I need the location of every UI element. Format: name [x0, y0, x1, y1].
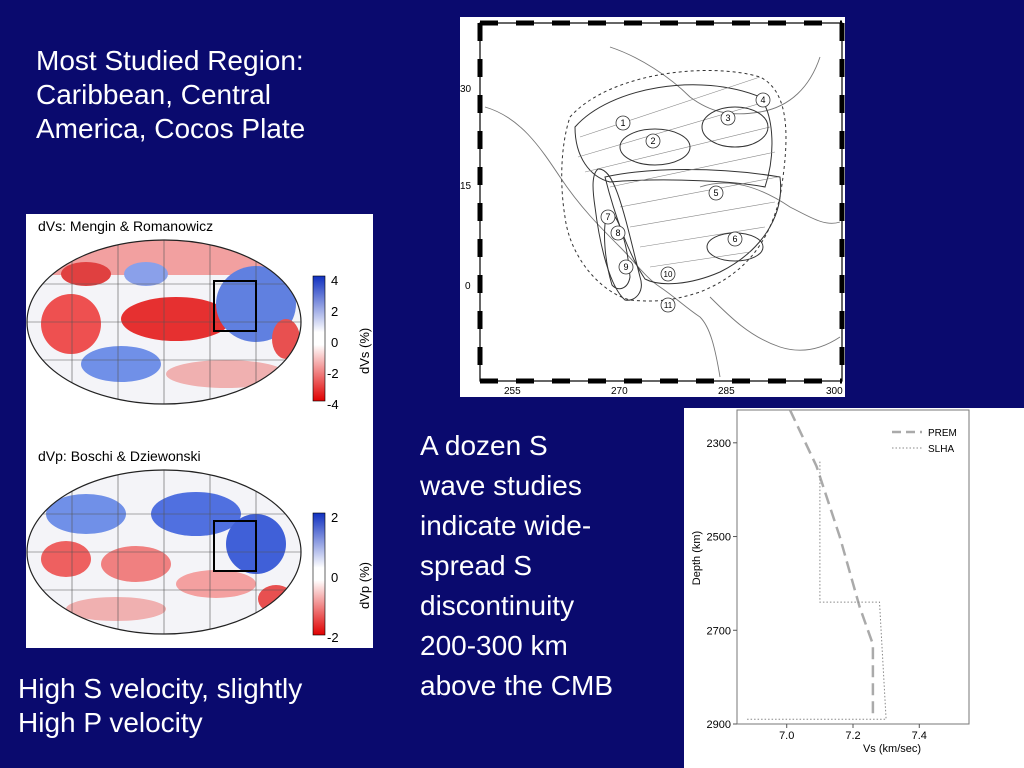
- colorbar-tick: 2: [331, 510, 338, 525]
- x-tick-label: 7.4: [912, 730, 927, 742]
- study-number: 7: [605, 212, 610, 222]
- y-tick-label: 2300: [707, 438, 731, 450]
- colorbar-tick: -2: [327, 630, 339, 645]
- colorbar-label: dVs (%): [357, 328, 372, 374]
- dvp-tomography-map: [26, 469, 302, 635]
- colorbar-tick: 4: [331, 273, 338, 288]
- study-number: 1: [620, 118, 625, 128]
- note-line: wave studies: [420, 470, 582, 501]
- colorbar-tick: -4: [327, 397, 339, 412]
- lon-label: 285: [718, 386, 735, 397]
- note-line: 200-300 km: [420, 630, 568, 661]
- study-number: 10: [664, 270, 673, 279]
- title-line: Caribbean, Central: [36, 79, 272, 110]
- series-line-prem: [788, 409, 875, 720]
- tomography-maps-panel: dVs: Mengin & Romanowicz 4 2 0: [26, 214, 373, 648]
- x-tick-label: 7.0: [779, 730, 794, 742]
- velocity-profile-chart: 2300 2500 2700 2900 7.0 7.2 7.4 Vs (km/sec) D…: [684, 408, 1024, 768]
- dvs-tomography-map: [26, 239, 302, 405]
- legend: PREM SLHA: [892, 428, 957, 455]
- study-number: 5: [713, 188, 718, 198]
- discontinuity-note: A dozen S wave studies indicate wide- sp…: [420, 426, 680, 706]
- note-line: A dozen S: [420, 430, 548, 461]
- study-number: 8: [615, 228, 620, 238]
- x-axis-label: Vs (km/sec): [863, 743, 921, 755]
- title-line: Most Studied Region:: [36, 45, 304, 76]
- lon-label: 300: [826, 386, 843, 397]
- study-region-box: [213, 520, 257, 572]
- dvp-colorbar: 2 0 -2 dVp (%): [312, 510, 372, 645]
- y-tick-label: 2900: [707, 719, 731, 731]
- colorbar-tick: 0: [331, 570, 338, 585]
- series-line-slha: [746, 461, 887, 720]
- lat-label: 30: [460, 84, 472, 95]
- colorbar-label: dVp (%): [357, 562, 372, 609]
- dvp-map-caption: dVp: Boschi & Dziewonski: [38, 448, 201, 464]
- y-tick-label: 2500: [707, 532, 731, 544]
- study-number: 4: [760, 95, 765, 105]
- y-tick-label: 2700: [707, 625, 731, 637]
- note-line: High P velocity: [18, 707, 203, 738]
- study-number: 2: [650, 136, 655, 146]
- study-region-map: 1 2 3 4 5 6 7 8 9 10 11 30 15 0 255 270 …: [460, 17, 845, 397]
- dvs-colorbar: 4 2 0 -2 -4 dVs (%): [312, 273, 372, 412]
- note-line: above the CMB: [420, 670, 613, 701]
- lon-label: 255: [504, 386, 521, 397]
- colorbar-tick: -2: [327, 366, 339, 381]
- study-number: 6: [732, 234, 737, 244]
- note-line: High S velocity, slightly: [18, 673, 303, 704]
- study-region-box: [213, 280, 257, 332]
- x-tick-label: 7.2: [845, 730, 860, 742]
- plot-frame: [736, 409, 970, 725]
- dvs-map-caption: dVs: Mengin & Romanowicz: [38, 218, 213, 234]
- legend-label-prem: PREM: [928, 428, 957, 439]
- note-line: discontinuity: [420, 590, 575, 621]
- slide-title: Most Studied Region: Caribbean, Central …: [36, 44, 396, 146]
- study-number: 3: [725, 113, 730, 123]
- colorbar-tick: 2: [331, 304, 338, 319]
- lat-label: 0: [465, 281, 471, 292]
- lat-label: 15: [460, 181, 472, 192]
- colorbar-tick: 0: [331, 335, 338, 350]
- title-line: America, Cocos Plate: [36, 113, 306, 144]
- study-number: 9: [623, 262, 628, 272]
- velocity-note: High S velocity, slightly High P velocit…: [18, 672, 378, 740]
- y-axis-label: Depth (km): [691, 531, 703, 585]
- lon-label: 270: [611, 386, 628, 397]
- note-line: spread S: [420, 550, 533, 581]
- legend-label-slha: SLHA: [928, 444, 954, 455]
- note-line: indicate wide-: [420, 510, 592, 541]
- study-number: 11: [664, 301, 673, 310]
